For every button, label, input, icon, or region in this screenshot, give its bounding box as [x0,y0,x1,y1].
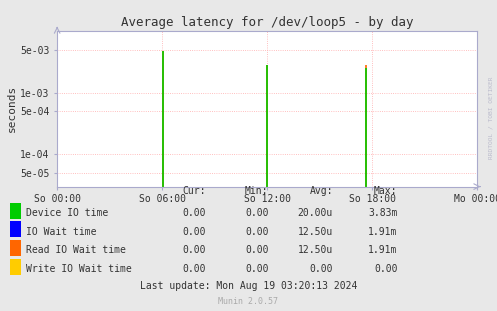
Text: Cur:: Cur: [183,186,206,196]
Text: RRDTOOL / TOBI OETIKER: RRDTOOL / TOBI OETIKER [488,77,493,160]
Text: Write IO Wait time: Write IO Wait time [26,264,132,274]
Text: 1.91m: 1.91m [368,227,398,237]
Text: 1.91m: 1.91m [368,245,398,255]
Text: Min:: Min: [245,186,268,196]
Text: 0.00: 0.00 [245,245,268,255]
Title: Average latency for /dev/loop5 - by day: Average latency for /dev/loop5 - by day [121,16,414,29]
Text: 0.00: 0.00 [183,264,206,274]
Text: 0.00: 0.00 [310,264,333,274]
Text: 0.00: 0.00 [183,227,206,237]
Y-axis label: seconds: seconds [7,85,17,132]
Text: 0.00: 0.00 [245,208,268,218]
Text: 0.00: 0.00 [374,264,398,274]
Text: Avg:: Avg: [310,186,333,196]
Text: 12.50u: 12.50u [298,227,333,237]
Text: IO Wait time: IO Wait time [26,227,96,237]
Text: 3.83m: 3.83m [368,208,398,218]
Text: 0.00: 0.00 [183,245,206,255]
Text: 12.50u: 12.50u [298,245,333,255]
Text: Device IO time: Device IO time [26,208,108,218]
Text: Munin 2.0.57: Munin 2.0.57 [219,297,278,306]
Text: Last update: Mon Aug 19 03:20:13 2024: Last update: Mon Aug 19 03:20:13 2024 [140,281,357,290]
Text: Max:: Max: [374,186,398,196]
Text: Read IO Wait time: Read IO Wait time [26,245,126,255]
Text: 0.00: 0.00 [183,208,206,218]
Text: 0.00: 0.00 [245,227,268,237]
Text: 0.00: 0.00 [245,264,268,274]
Text: 20.00u: 20.00u [298,208,333,218]
